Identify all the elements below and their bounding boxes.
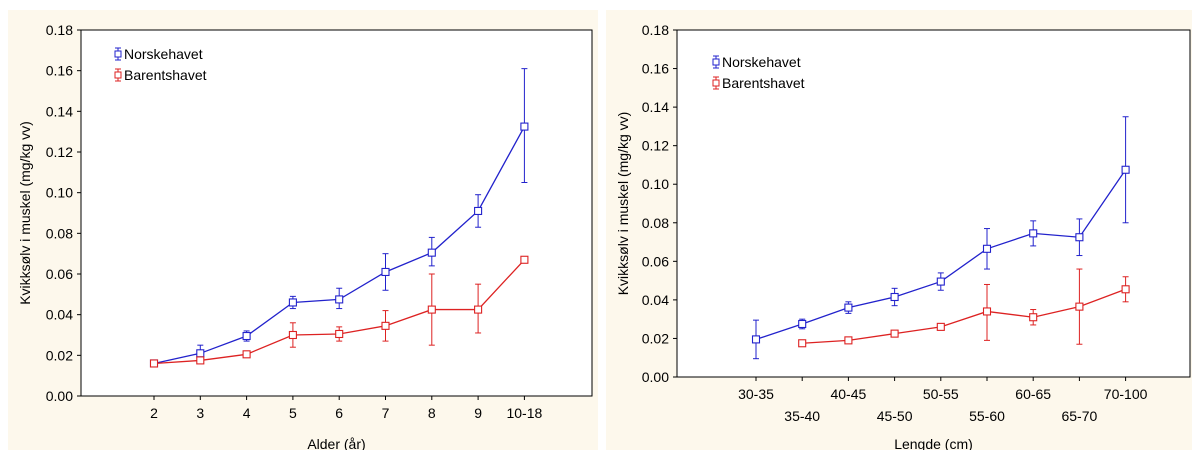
data-point bbox=[844, 303, 853, 312]
y-tick-label: 0.02 bbox=[46, 347, 73, 363]
y-tick-label: 0.10 bbox=[642, 176, 669, 192]
legend-marker bbox=[114, 50, 122, 58]
y-tick-label: 0.18 bbox=[46, 22, 73, 38]
data-point bbox=[242, 350, 251, 359]
chart-panel-length: 0.00 0.02 0.04 0.06 0.08 0.10 0.12 0.14 0.16 0.18… bbox=[606, 10, 1192, 450]
legend-label: Barentshavet bbox=[722, 75, 805, 91]
x-tick-label: 60-65 bbox=[1015, 386, 1051, 402]
data-point bbox=[381, 321, 390, 330]
series-line-barentshavet bbox=[802, 288, 1126, 344]
y-tick-label: 0.18 bbox=[642, 22, 669, 38]
y-tick-label: 0.08 bbox=[46, 225, 73, 241]
x-tick-label: 70-100 bbox=[1104, 386, 1148, 402]
y-tick-label: 0.06 bbox=[46, 266, 73, 282]
chart-length: 0.00 0.02 0.04 0.06 0.08 0.10 0.12 0.14 0.16 0.18… bbox=[615, 22, 1191, 450]
y-tick-label: 0.00 bbox=[46, 388, 73, 404]
data-point bbox=[520, 255, 529, 264]
y-tick-label: 0.12 bbox=[46, 144, 73, 160]
y-tick-label: 0.16 bbox=[642, 61, 669, 77]
data-point bbox=[798, 319, 807, 329]
data-point bbox=[1029, 313, 1038, 322]
data-point bbox=[520, 122, 529, 131]
y-tick-label: 0.10 bbox=[46, 185, 73, 201]
x-tick-label: 45-50 bbox=[877, 408, 913, 424]
x-tick-label: 50-55 bbox=[923, 386, 959, 402]
x-tick-label: 6 bbox=[335, 405, 343, 421]
data-point bbox=[427, 305, 436, 314]
data-point bbox=[1121, 285, 1130, 294]
y-axis-title: Kvikksølv i muskel (mg/kg vv) bbox=[615, 112, 631, 296]
data-point bbox=[936, 322, 945, 331]
data-point bbox=[1075, 302, 1084, 311]
y-tick-label: 0.04 bbox=[642, 292, 669, 308]
data-point bbox=[335, 295, 344, 304]
data-point bbox=[936, 277, 945, 286]
legend-marker bbox=[712, 79, 720, 87]
data-point bbox=[1029, 229, 1038, 238]
data-point bbox=[196, 349, 205, 358]
chart-panel-age: 0.00 0.02 0.04 0.06 0.08 0.10 0.12 0.14 0.16 0.18… bbox=[8, 10, 598, 450]
x-tick-label: 3 bbox=[196, 405, 204, 421]
data-point bbox=[288, 330, 297, 340]
x-tick-label: 35-40 bbox=[784, 408, 820, 424]
y-tick-label: 0.12 bbox=[642, 138, 669, 154]
x-tick-label: 10-18 bbox=[506, 405, 542, 421]
x-tick-label: 8 bbox=[428, 405, 436, 421]
x-tick-label: 2 bbox=[150, 405, 158, 421]
legend-label: Norskehavet bbox=[722, 54, 801, 70]
y-tick-label: 0.16 bbox=[46, 63, 73, 79]
x-tick-label: 40-45 bbox=[830, 386, 866, 402]
data-point bbox=[196, 356, 205, 365]
data-point bbox=[751, 335, 761, 344]
x-tick-label: 7 bbox=[382, 405, 390, 421]
data-point bbox=[381, 267, 390, 277]
chart-age: 0.00 0.02 0.04 0.06 0.08 0.10 0.12 0.14 0.16 0.18… bbox=[17, 22, 593, 450]
y-tick-label: 0.02 bbox=[642, 330, 669, 346]
data-point bbox=[798, 339, 807, 348]
data-point bbox=[474, 305, 483, 314]
data-point bbox=[149, 359, 159, 368]
x-tick-label: 5 bbox=[289, 405, 297, 421]
y-axis-title: Kvikksølv i muskel (mg/kg vv) bbox=[17, 121, 33, 305]
x-axis-title: Alder (år) bbox=[307, 436, 365, 450]
data-point bbox=[335, 329, 344, 339]
y-tick-label: 0.14 bbox=[46, 103, 73, 119]
legend-label: Norskehavet bbox=[124, 46, 203, 62]
data-point bbox=[427, 248, 436, 257]
x-tick-label: 30-35 bbox=[738, 386, 774, 402]
y-tick-label: 0.08 bbox=[642, 215, 669, 231]
x-tick-label: 4 bbox=[243, 405, 251, 421]
x-tick-label: 9 bbox=[474, 405, 482, 421]
x-tick-label: 55-60 bbox=[969, 408, 1005, 424]
plot-area bbox=[676, 29, 1191, 378]
x-tick-label: 65-70 bbox=[1061, 408, 1097, 424]
x-axis-title: Lengde (cm) bbox=[894, 436, 973, 450]
data-point bbox=[982, 244, 992, 253]
data-point bbox=[890, 292, 899, 302]
data-point bbox=[288, 298, 297, 307]
legend-marker bbox=[114, 71, 122, 79]
data-point bbox=[474, 206, 483, 216]
data-point bbox=[890, 329, 899, 338]
data-point bbox=[1121, 165, 1130, 174]
data-point bbox=[844, 336, 853, 345]
data-point bbox=[1075, 233, 1084, 242]
y-tick-label: 0.14 bbox=[642, 99, 669, 115]
data-point bbox=[982, 307, 992, 316]
y-tick-label: 0.04 bbox=[46, 307, 73, 323]
data-point bbox=[242, 331, 251, 341]
legend-marker bbox=[712, 58, 720, 66]
legend-label: Barentshavet bbox=[124, 67, 207, 83]
y-tick-label: 0.06 bbox=[642, 253, 669, 269]
y-tick-label: 0.00 bbox=[642, 369, 669, 385]
